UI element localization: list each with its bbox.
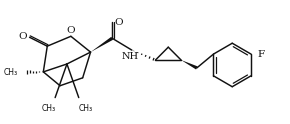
Text: CH₃: CH₃ — [3, 68, 18, 77]
Text: O: O — [67, 26, 75, 35]
Text: O: O — [18, 32, 27, 41]
Polygon shape — [181, 60, 197, 69]
Polygon shape — [90, 37, 113, 52]
Text: O: O — [115, 18, 124, 27]
Text: CH₃: CH₃ — [79, 104, 93, 112]
Text: F: F — [258, 50, 265, 59]
Text: NH: NH — [121, 52, 138, 61]
Text: CH₃: CH₃ — [41, 104, 55, 112]
